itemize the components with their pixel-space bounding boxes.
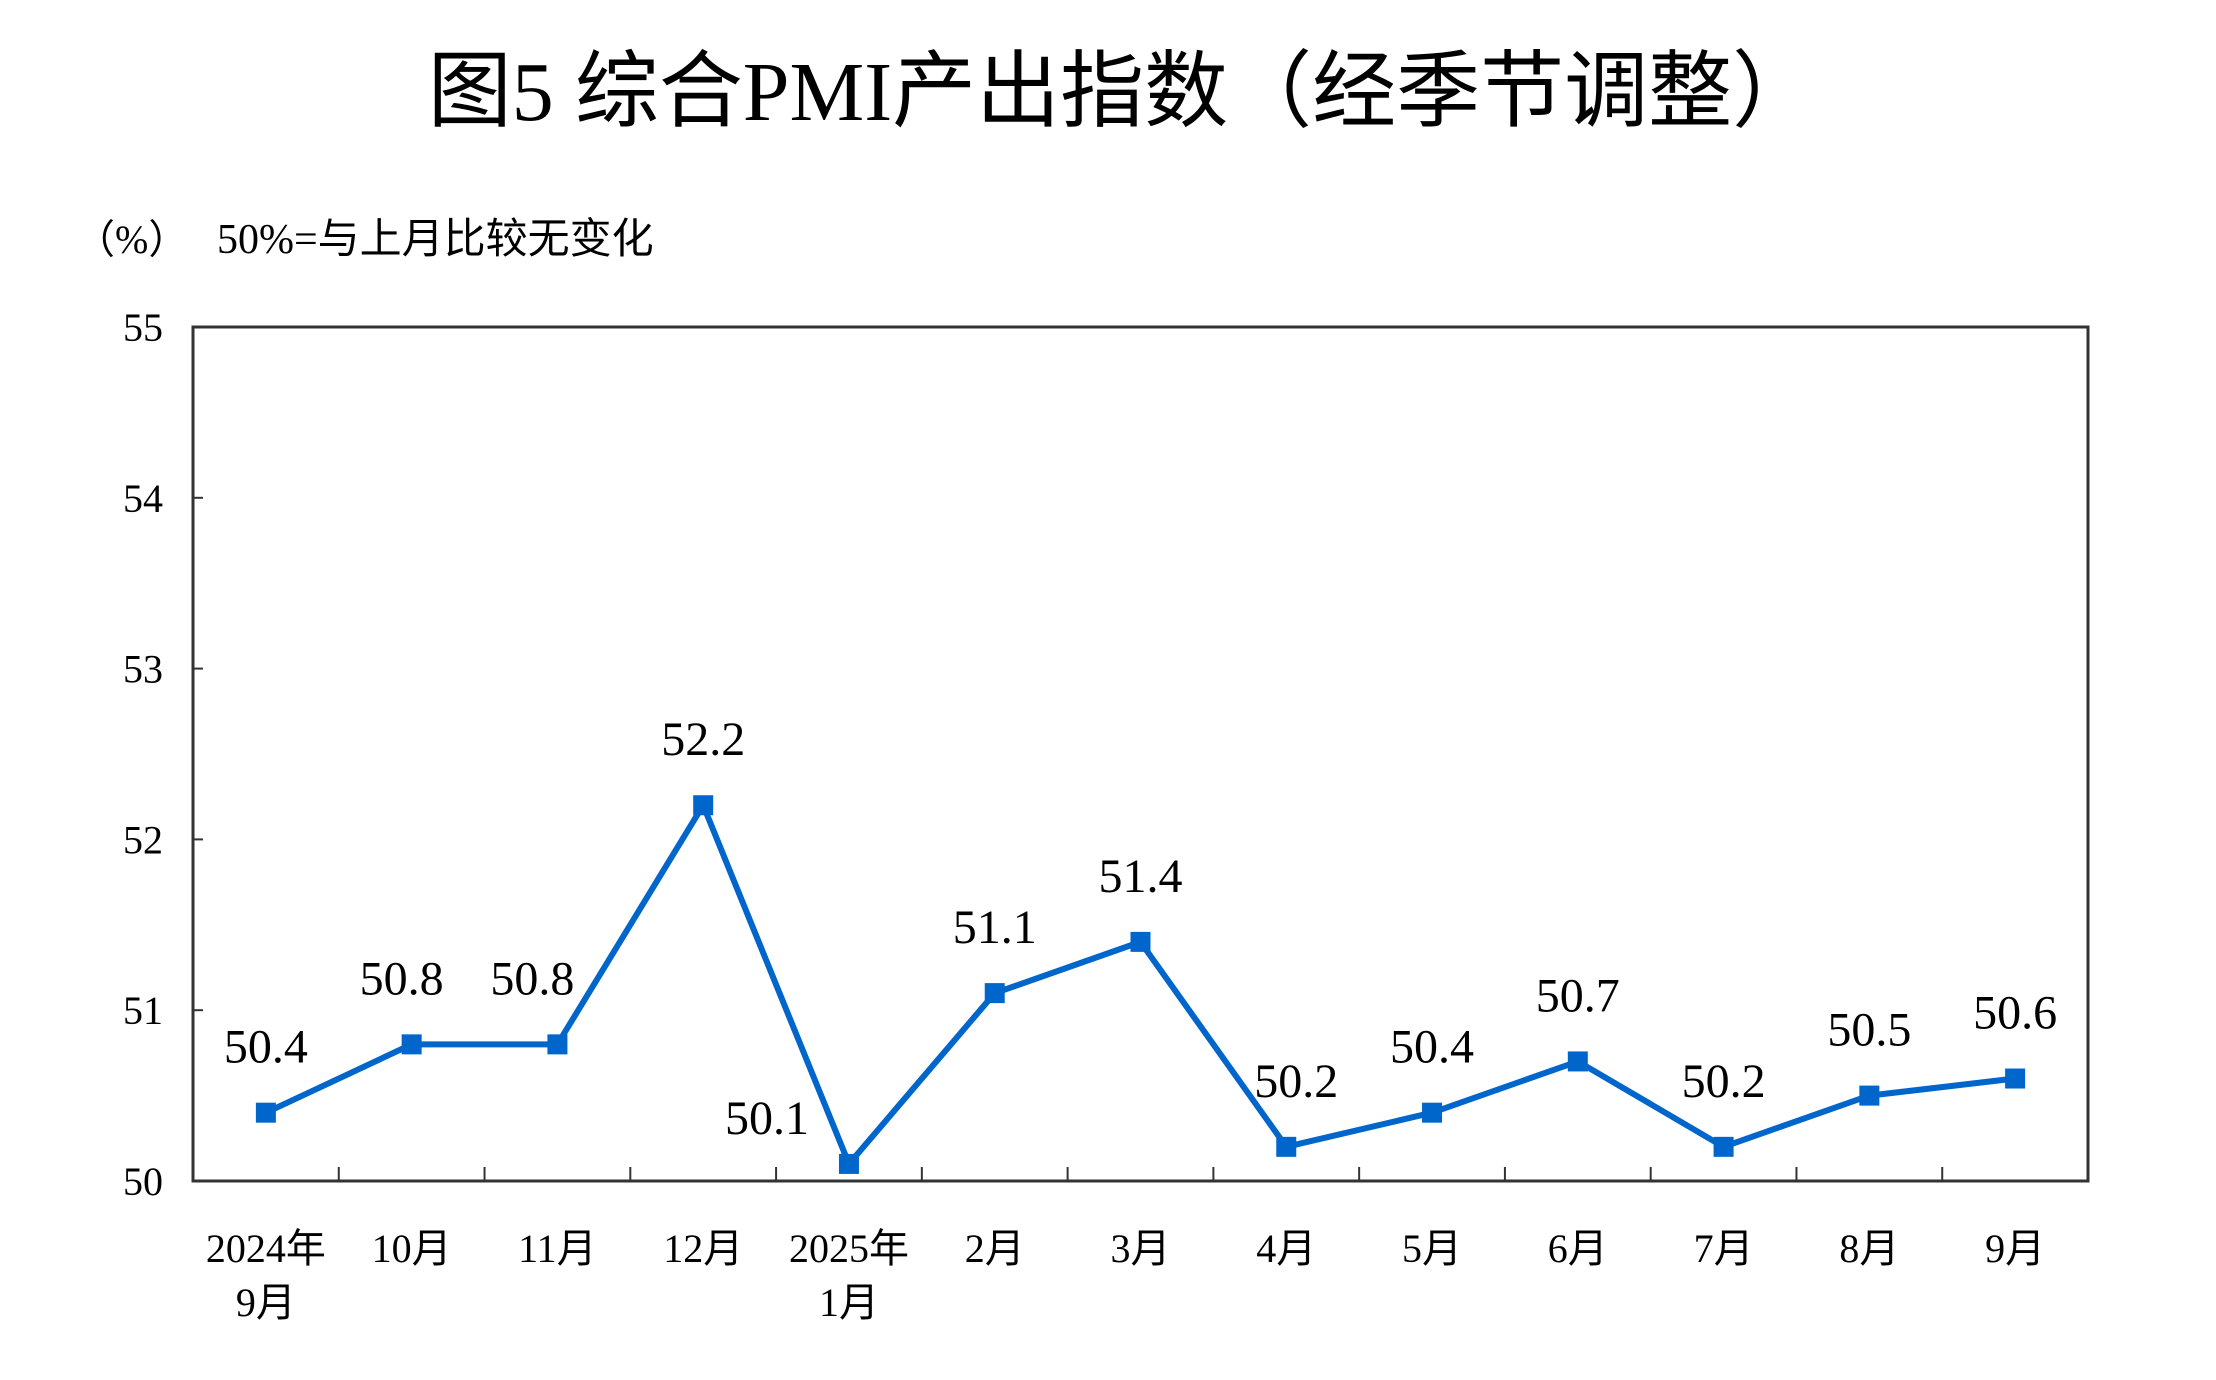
data-point-marker <box>1859 1085 1880 1106</box>
data-point-marker <box>1276 1136 1297 1157</box>
data-point-marker <box>255 1102 276 1123</box>
data-label: 50.8 <box>360 952 444 1005</box>
x-tick-label: 2024年 <box>206 1226 326 1271</box>
x-tick-label: 10月 <box>372 1226 452 1271</box>
data-point-marker <box>1422 1102 1443 1123</box>
x-tick-label: 8月 <box>1839 1226 1899 1271</box>
data-labels: 50.4 50.8 50.8 52.2 50.1 51.1 51.4 50.2 50.4 50.7… <box>224 713 2057 1145</box>
x-tick-label: 1月 <box>819 1280 879 1325</box>
x-tick-label: 6月 <box>1548 1226 1608 1271</box>
data-label: 52.2 <box>661 713 745 766</box>
data-point-marker <box>838 1153 859 1174</box>
y-tick-label: 55 <box>123 305 163 350</box>
x-tick-label: 2025年 <box>789 1226 909 1271</box>
series-line <box>255 795 2026 1174</box>
data-label: 50.5 <box>1827 1004 1911 1057</box>
data-label: 50.2 <box>1682 1055 1766 1108</box>
data-label: 50.2 <box>1254 1055 1338 1108</box>
data-label: 50.1 <box>725 1092 809 1145</box>
y-tick-label: 51 <box>123 988 163 1033</box>
x-tick-label: 11月 <box>518 1226 597 1271</box>
data-label: 50.4 <box>1390 1021 1474 1074</box>
data-point-marker <box>1567 1051 1588 1072</box>
data-label: 50.7 <box>1536 969 1620 1022</box>
y-tick-label: 50 <box>123 1159 163 1204</box>
x-tick-label: 4月 <box>1256 1226 1316 1271</box>
note-label: 50%=与上月比较无变化 <box>217 216 654 263</box>
data-label: 51.4 <box>1099 850 1183 903</box>
x-tick-label: 3月 <box>1111 1226 1171 1271</box>
x-tick-label: 12月 <box>663 1226 743 1271</box>
data-point-marker <box>401 1034 422 1055</box>
x-axis: 2024年 9月 10月 11月 12月 2025年 1月 2月 3月 4月 5月 6月 7月 8月 9月 <box>206 1167 2045 1325</box>
y-axis: 50 51 52 53 54 55 <box>123 305 203 1204</box>
data-point-marker <box>547 1034 568 1055</box>
data-label: 50.8 <box>490 952 574 1005</box>
data-point-marker <box>1130 931 1151 952</box>
data-point-marker <box>984 983 1005 1004</box>
plot-frame <box>191 325 2090 1183</box>
data-point-marker <box>1713 1136 1734 1157</box>
data-label: 51.1 <box>953 901 1037 954</box>
data-point-marker <box>2005 1068 2026 1089</box>
x-tick-label: 2月 <box>965 1226 1025 1271</box>
data-label: 50.6 <box>1973 987 2057 1040</box>
data-label: 50.4 <box>224 1021 308 1074</box>
x-tick-label: 9月 <box>236 1280 296 1325</box>
unit-label: （%） <box>75 217 188 262</box>
x-tick-label: 5月 <box>1402 1226 1462 1271</box>
x-tick-label: 9月 <box>1985 1226 2045 1271</box>
y-tick-label: 54 <box>123 476 163 521</box>
y-tick-label: 52 <box>123 817 163 862</box>
data-point-marker <box>693 795 714 816</box>
chart-title: 图5 综合PMI产出指数（经季节调整） <box>428 46 1816 139</box>
y-tick-label: 53 <box>123 647 163 692</box>
x-tick-label: 7月 <box>1694 1226 1754 1271</box>
